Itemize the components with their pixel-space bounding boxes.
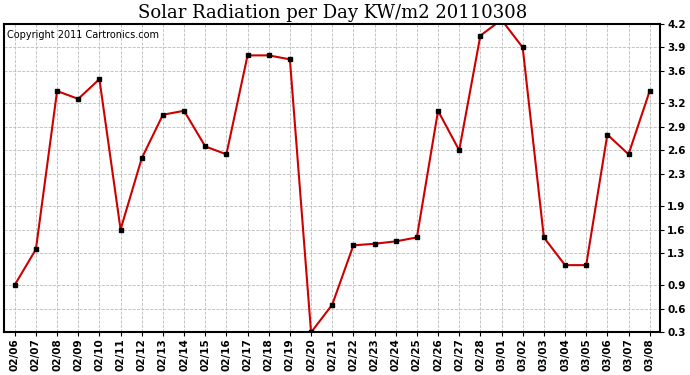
Text: Copyright 2011 Cartronics.com: Copyright 2011 Cartronics.com xyxy=(8,30,159,40)
Title: Solar Radiation per Day KW/m2 20110308: Solar Radiation per Day KW/m2 20110308 xyxy=(137,4,527,22)
